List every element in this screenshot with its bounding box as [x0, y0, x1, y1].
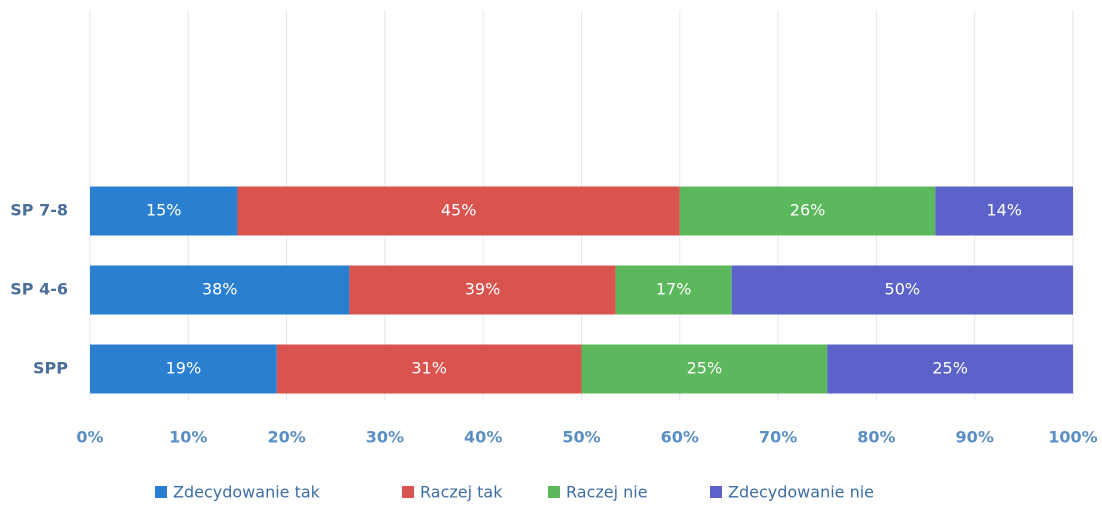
- bar-segment: [615, 265, 732, 315]
- legend-swatch: [402, 486, 414, 498]
- bar-segment: [276, 344, 582, 394]
- y-tick-label: SP 7-8: [10, 201, 68, 220]
- x-tick-label: 50%: [562, 428, 600, 447]
- x-tick-label: 100%: [1048, 428, 1097, 447]
- x-tick-label: 90%: [956, 428, 994, 447]
- x-tick-label: 40%: [464, 428, 502, 447]
- bar-segment: [581, 344, 828, 394]
- bar-segment: [935, 186, 1073, 236]
- data-label: 15%: [146, 201, 182, 220]
- legend-swatch: [710, 486, 722, 498]
- legend-swatch: [155, 486, 167, 498]
- legend-label: Raczej nie: [566, 483, 648, 502]
- data-label: 25%: [687, 359, 723, 378]
- legend-swatch: [548, 486, 560, 498]
- data-label: 17%: [656, 280, 692, 299]
- bar-segment: [827, 344, 1073, 394]
- x-tick-label: 80%: [857, 428, 895, 447]
- x-tick-label: 0%: [76, 428, 103, 447]
- data-label: 31%: [411, 359, 447, 378]
- data-label: 50%: [885, 280, 921, 299]
- y-tick-label: SPP: [33, 359, 68, 378]
- bar-segment: [237, 186, 680, 236]
- bar-segment: [731, 265, 1073, 315]
- bar-segment: [90, 344, 277, 394]
- data-label: 14%: [986, 201, 1022, 220]
- data-label: 19%: [166, 359, 202, 378]
- y-tick-label: SP 4-6: [10, 280, 68, 299]
- x-tick-label: 70%: [759, 428, 797, 447]
- legend-label: Zdecydowanie nie: [728, 483, 874, 502]
- bar-segment: [349, 265, 616, 315]
- bar-segment: [90, 186, 238, 236]
- x-tick-label: 20%: [267, 428, 305, 447]
- bar-segment: [90, 265, 350, 315]
- data-label: 25%: [932, 359, 968, 378]
- data-label: 45%: [441, 201, 477, 220]
- data-label: 39%: [465, 280, 501, 299]
- x-tick-label: 60%: [661, 428, 699, 447]
- legend-label: Zdecydowanie tak: [173, 483, 321, 502]
- data-label: 38%: [202, 280, 238, 299]
- data-label: 26%: [790, 201, 826, 220]
- x-tick-label: 30%: [366, 428, 404, 447]
- x-tick-label: 10%: [169, 428, 207, 447]
- bar-segment: [679, 186, 936, 236]
- legend-label: Raczej tak: [420, 483, 503, 502]
